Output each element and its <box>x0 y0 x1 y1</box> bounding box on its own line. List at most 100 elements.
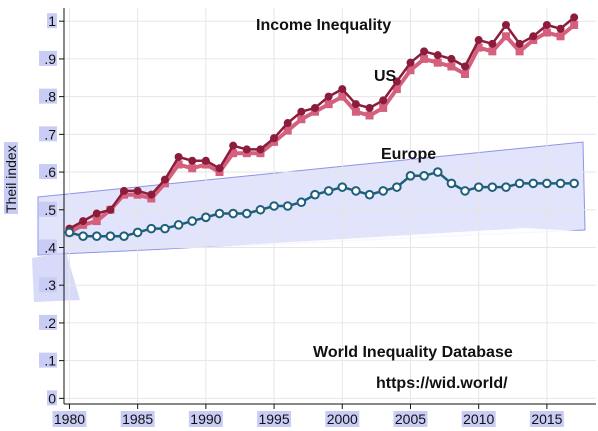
data-point <box>241 208 252 219</box>
data-point <box>515 47 524 56</box>
y-tick-label: .6 <box>44 164 56 180</box>
series-label-us: US <box>374 68 397 85</box>
data-point <box>365 103 374 112</box>
data-point <box>310 103 319 112</box>
x-tick-label-bg <box>188 411 223 427</box>
y-tick-label: .9 <box>44 51 56 67</box>
data-point <box>515 39 524 48</box>
data-point <box>460 186 470 196</box>
data-point <box>433 51 442 60</box>
data-point <box>133 186 142 195</box>
data-point <box>297 115 306 124</box>
data-point <box>256 145 265 154</box>
y-tick-label: .4 <box>44 239 56 255</box>
data-point <box>106 205 115 214</box>
x-tick-label-bg <box>461 411 496 427</box>
data-point <box>419 171 429 181</box>
data-point <box>297 107 306 116</box>
data-point <box>132 227 143 238</box>
y-tick-label-bg <box>39 352 57 368</box>
x-tick-label: 2005 <box>395 411 426 427</box>
data-point <box>474 36 483 45</box>
data-point <box>488 47 497 56</box>
data-point <box>119 231 129 241</box>
data-point <box>501 20 510 29</box>
data-point <box>324 92 333 101</box>
data-point <box>447 62 456 71</box>
data-point <box>405 171 416 181</box>
data-point <box>229 149 238 158</box>
data-point <box>173 220 184 230</box>
series-layer <box>64 13 579 241</box>
data-point <box>514 178 525 189</box>
left-tab-highlight <box>32 252 80 302</box>
data-point <box>105 231 116 241</box>
axes <box>63 8 596 405</box>
data-point <box>187 216 198 226</box>
data-point <box>392 77 401 86</box>
y-tick-label-bg <box>39 277 57 293</box>
x-tick-label-bg <box>529 411 564 427</box>
data-point <box>447 54 456 63</box>
data-point <box>64 227 75 238</box>
y-tick-label: 0 <box>48 390 56 406</box>
data-point <box>296 197 307 208</box>
data-point <box>569 178 579 189</box>
data-point <box>501 32 510 41</box>
series-label-europe: Europe <box>381 146 436 163</box>
x-tick-label: 1985 <box>122 411 153 427</box>
data-point <box>365 111 374 120</box>
data-point <box>79 217 88 226</box>
x-tick-label: 2015 <box>531 411 562 427</box>
y-tick-label: .5 <box>44 202 56 218</box>
data-point <box>188 164 197 173</box>
data-point <box>269 201 279 211</box>
y-axis-title: Theil index <box>3 145 19 213</box>
data-point <box>555 178 566 189</box>
series-us <box>65 13 579 233</box>
data-point <box>556 24 565 33</box>
x-tick-label: 2010 <box>463 411 494 427</box>
data-point <box>174 152 183 161</box>
data-point <box>201 156 210 165</box>
data-point <box>310 189 320 200</box>
data-point <box>542 178 552 189</box>
data-point <box>528 178 539 189</box>
data-point <box>188 156 197 165</box>
data-point <box>529 32 538 41</box>
data-point <box>338 85 347 94</box>
y-tick-label-bg <box>39 314 57 330</box>
x-tick-label-bg <box>120 411 155 427</box>
y-tick-label-bg <box>47 390 57 406</box>
data-point <box>433 58 442 67</box>
x-tick-label-bg <box>325 411 360 427</box>
data-point <box>229 141 238 150</box>
data-point <box>337 182 348 192</box>
data-point <box>283 126 292 135</box>
data-point <box>351 100 360 109</box>
data-point <box>228 208 238 219</box>
data-point <box>160 223 170 234</box>
x-ticks: 1980 1985 1990 1995 2000 2005 2010 2015 <box>52 404 564 427</box>
data-point <box>461 70 470 78</box>
data-point <box>379 96 388 105</box>
data-point <box>501 182 511 192</box>
data-point <box>92 209 101 218</box>
x-tick-label: 1995 <box>258 411 289 427</box>
x-tick-label-bg <box>257 411 292 427</box>
data-point <box>78 231 88 241</box>
y-tick-label: .1 <box>44 353 56 369</box>
data-point <box>432 167 443 177</box>
y-tick-label: .2 <box>44 315 56 331</box>
data-point <box>570 20 579 29</box>
data-point <box>406 58 415 67</box>
data-point <box>214 208 225 219</box>
data-point <box>392 182 402 192</box>
data-point <box>92 217 101 226</box>
y-tick-label-bg <box>39 164 57 180</box>
data-point <box>570 13 579 22</box>
data-point <box>283 119 292 128</box>
data-point <box>351 107 360 116</box>
y-axis-title-bg <box>4 142 18 214</box>
chart-title: Income Inequality <box>256 17 391 34</box>
